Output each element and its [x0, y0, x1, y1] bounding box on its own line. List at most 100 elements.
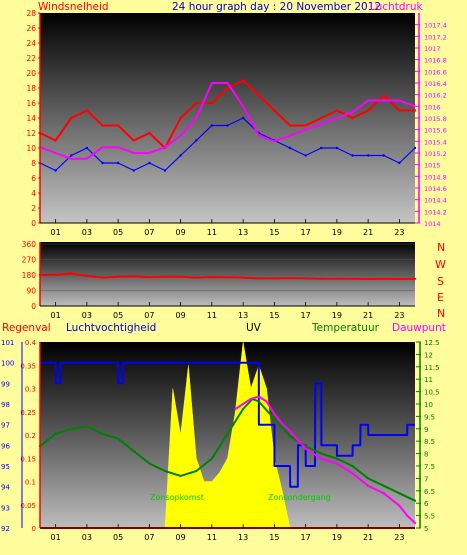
- data-point: [335, 146, 339, 150]
- y-tick-label-left: 8: [31, 159, 36, 168]
- y-tick-label: 270: [22, 256, 37, 265]
- data-point: [85, 146, 89, 150]
- y-tick-label-temperature: 6.5: [424, 488, 435, 496]
- y-tick-label-temperature: 12: [424, 351, 433, 359]
- data-point: [288, 277, 292, 280]
- data-point: [320, 457, 323, 460]
- data-point: [413, 146, 417, 150]
- data-point: [85, 425, 88, 428]
- data-point: [116, 161, 120, 165]
- y-tick-label-temperature: 5: [424, 525, 428, 533]
- data-point: [242, 407, 245, 411]
- data-point: [320, 452, 323, 455]
- y-tick-label-left: 12: [26, 129, 36, 138]
- data-point: [273, 412, 276, 416]
- y-tick-label-temperature: 9.5: [424, 413, 435, 421]
- data-point: [320, 116, 323, 120]
- data-point: [398, 277, 401, 281]
- y-tick-label-right: 1015.4: [424, 138, 447, 146]
- x-tick-label: 07: [144, 228, 154, 237]
- x-tick-label: 03: [82, 533, 92, 542]
- y-tick-label-humidity: 92: [1, 525, 10, 533]
- data-point: [226, 276, 229, 279]
- data-point: [304, 154, 307, 157]
- data-point: [101, 161, 104, 165]
- y-tick-label-humidity: 94: [1, 484, 10, 492]
- y-tick-label-left: 24: [26, 39, 36, 48]
- x-tick-label: 19: [332, 533, 342, 542]
- y-tick-label-rain: 0.15: [20, 455, 36, 463]
- data-point: [273, 277, 276, 280]
- compass-w: W: [435, 258, 446, 271]
- y-tick-label-right: 1014: [424, 220, 441, 228]
- series-line-temperatuur: [39, 398, 416, 502]
- data-point: [179, 116, 182, 120]
- data-point: [242, 402, 245, 406]
- data-point: [366, 154, 370, 157]
- x-tick-label: 15: [269, 311, 279, 320]
- data-point: [195, 276, 198, 279]
- data-point: [406, 514, 409, 517]
- sunrise-label: Zonsopkomst: [150, 493, 204, 502]
- data-point: [382, 492, 385, 495]
- x-tick-label: 01: [51, 533, 61, 542]
- data-point: [148, 161, 151, 165]
- data-point: [351, 464, 354, 468]
- data-point: [241, 79, 245, 82]
- data-point: [85, 274, 88, 277]
- y-tick-label-temperature: 9: [424, 426, 428, 434]
- data-point: [382, 277, 385, 280]
- x-tick-label: 07: [144, 311, 154, 320]
- data-point: [132, 139, 135, 142]
- x-tick-label: 03: [82, 311, 92, 320]
- data-point: [366, 109, 370, 112]
- data-point: [288, 146, 292, 150]
- data-point: [54, 273, 57, 276]
- data-point: [226, 124, 229, 127]
- data-point: [148, 462, 151, 465]
- y-tick-label-humidity: 96: [1, 442, 10, 450]
- main-title: 24 hour graph day : 20 November 2012: [172, 1, 381, 13]
- data-point: [413, 499, 417, 502]
- y-tick-label-right: 1017.4: [424, 22, 447, 30]
- y-tick-label-temperature: 11.5: [424, 364, 440, 372]
- sunset-label: Zonsondergang: [268, 493, 331, 502]
- humidity-label: Luchtvochtigheid: [66, 322, 156, 334]
- x-tick-label: 23: [394, 228, 404, 237]
- y-tick-label-rain: 0.05: [20, 502, 36, 510]
- y-tick-label-humidity: 98: [1, 401, 10, 409]
- temperature-label: Temperatuur: [311, 322, 380, 334]
- y-tick-label-left: 2: [31, 204, 36, 213]
- data-point: [257, 277, 260, 280]
- y-tick-label-left: 28: [26, 9, 36, 18]
- data-point: [242, 276, 245, 279]
- data-point: [288, 124, 292, 127]
- y-tick-label-right: 1016.6: [424, 68, 447, 76]
- y-tick-label-left: 18: [26, 84, 36, 93]
- data-point: [304, 277, 307, 280]
- data-point: [367, 477, 370, 480]
- y-tick-label-left: 10: [26, 144, 36, 153]
- data-point: [163, 275, 167, 278]
- data-point: [101, 432, 104, 435]
- y-tick-label-left: 22: [26, 54, 36, 63]
- x-tick-label: 17: [301, 311, 311, 320]
- data-point: [413, 277, 417, 280]
- dewpoint-label: Dauwpunt: [392, 322, 446, 334]
- y-tick-label-temperature: 5.5: [424, 513, 435, 521]
- data-point: [210, 124, 214, 127]
- y-tick-label-temperature: 8.5: [424, 438, 435, 446]
- x-tick-label: 17: [301, 228, 311, 237]
- data-point: [273, 109, 276, 112]
- y-tick-label-right: 1014.6: [424, 185, 447, 193]
- y-tick-label-left: 6: [31, 174, 36, 183]
- data-point: [70, 154, 73, 157]
- y-tick-label-right: 1015.2: [424, 150, 447, 158]
- data-point: [265, 400, 268, 403]
- data-point: [117, 275, 120, 278]
- data-point: [226, 86, 229, 90]
- compass-n-bottom: N: [437, 307, 445, 320]
- y-tick-label-right: 1014.2: [424, 208, 447, 216]
- data-point: [226, 432, 229, 435]
